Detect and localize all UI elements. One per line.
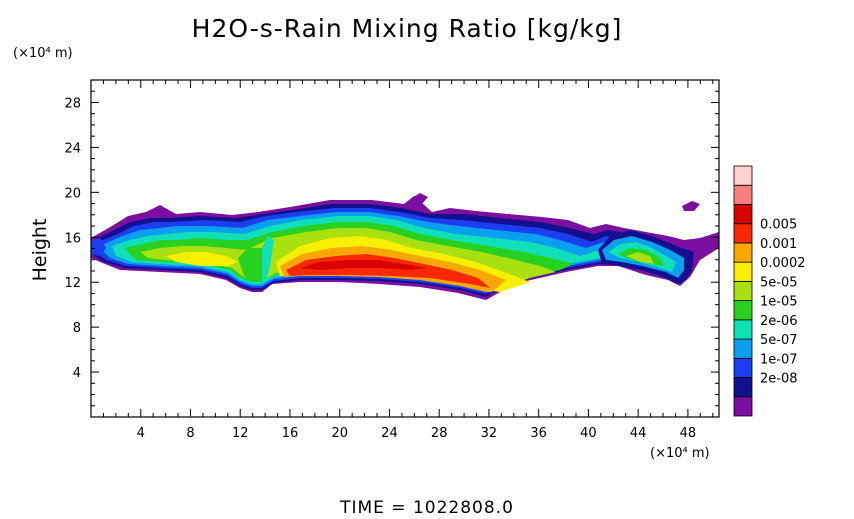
x-tick-label: 32: [481, 426, 498, 441]
rain-field: [91, 193, 719, 300]
legend-swatch: [733, 242, 753, 263]
contour-fill: [91, 238, 106, 256]
legend-swatch: [733, 223, 753, 244]
legend-label: 2e-06: [760, 314, 798, 329]
legend-label: 0.0002: [760, 256, 806, 271]
y-tick-label: 4: [73, 366, 81, 381]
x-axis-unit: (×10⁴ m): [650, 446, 710, 461]
x-tick-label: 12: [232, 426, 249, 441]
legend-swatch: [733, 300, 753, 321]
time-label: TIME = 1022808.0: [340, 498, 514, 518]
y-tick-label: 16: [64, 231, 81, 246]
y-tick-label: 28: [64, 96, 81, 111]
x-tick-label: 24: [381, 426, 398, 441]
y-tick-label: 24: [64, 141, 81, 156]
x-tick-label: 44: [630, 426, 647, 441]
y-tick-label: 12: [64, 276, 81, 291]
legend-swatch: [733, 319, 753, 340]
x-tick-label: 20: [331, 426, 348, 441]
x-tick-label: 28: [431, 426, 448, 441]
contour-fill: [412, 193, 428, 204]
legend-label: 1e-05: [760, 295, 798, 310]
chart-title: H2O-s-Rain Mixing Ratio [kg/kg]: [191, 14, 623, 43]
legend-swatch: [733, 377, 753, 398]
legend-swatch: [733, 165, 753, 186]
x-tick-label: 48: [680, 426, 697, 441]
legend-label: 0.001: [760, 237, 797, 252]
y-tick-label: 20: [64, 186, 81, 201]
legend-swatch: [733, 280, 753, 302]
legend-swatch: [733, 261, 753, 282]
x-tick-label: 4: [137, 426, 145, 441]
y-axis-unit: (×10⁴ m): [13, 46, 73, 61]
legend-swatch: [733, 357, 753, 378]
x-tick-label: 8: [186, 426, 194, 441]
contour-fill: [300, 260, 428, 270]
y-axis-ticks: [91, 90, 719, 407]
y-tick-label: 8: [73, 321, 81, 336]
legend-label: 5e-07: [760, 333, 798, 348]
legend-label: 2e-08: [760, 372, 798, 387]
x-tick-label: 16: [282, 426, 299, 441]
legend-swatch: [733, 204, 753, 225]
legend-swatch: [733, 338, 753, 359]
x-axis-ticks: [102, 80, 714, 417]
x-tick-label: 36: [530, 426, 547, 441]
legend-swatch: [733, 184, 753, 205]
contour-fill: [262, 236, 274, 282]
legend-label: 1e-07: [760, 352, 798, 367]
y-axis-label: Height: [29, 219, 51, 282]
contour-fill: [682, 201, 700, 211]
color-legend: 0.005 0.001 0.0002 5e-05 1e-05 2e-06 5e-07 1e-0…: [733, 165, 806, 417]
legend-swatch: [733, 396, 753, 417]
contour-fill: [626, 252, 654, 264]
y-axis-tick-labels: 4 8 12 16 20 24 28: [64, 96, 81, 381]
x-tick-label: 40: [580, 426, 597, 441]
legend-label: 5e-05: [760, 275, 798, 290]
legend-label: 0.005: [760, 218, 797, 233]
contour-fill: [166, 252, 238, 266]
x-axis-tick-labels: 4 8 12 16 20 24 28 32 36 40 44 48: [137, 426, 697, 441]
